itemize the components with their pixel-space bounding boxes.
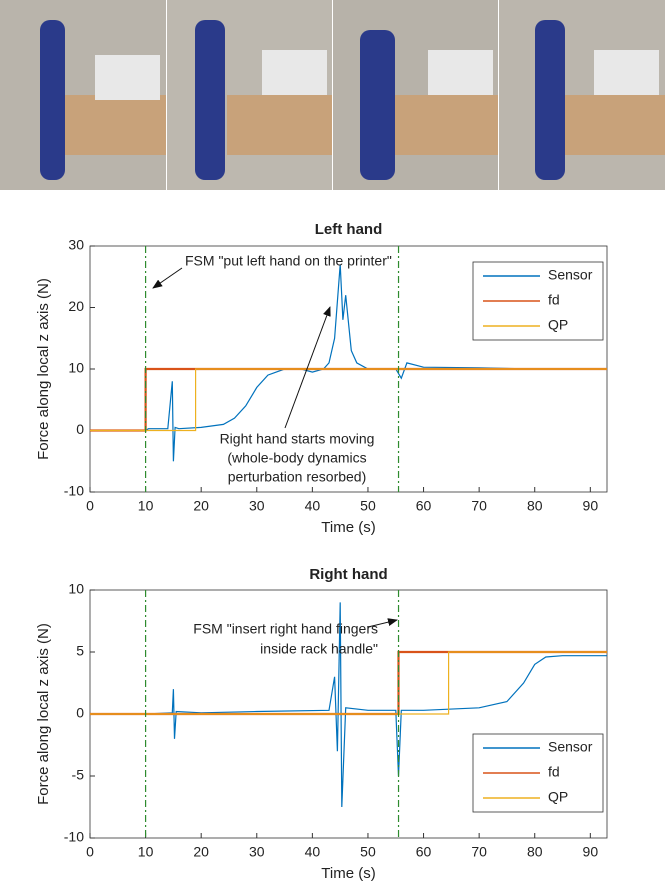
y-axis-label: Force along local z axis (N) <box>35 623 52 805</box>
legend-label: QP <box>548 317 568 333</box>
y-tick-label: -10 <box>64 483 84 499</box>
annotation: perturbation resorbed) <box>228 469 367 485</box>
robot <box>195 20 225 180</box>
annotation: (whole-body dynamics <box>227 450 366 466</box>
legend-label: Sensor <box>548 267 593 283</box>
annotation: FSM "put left hand on the printer" <box>185 253 392 269</box>
y-tick-label: 5 <box>76 643 84 659</box>
robot <box>535 20 565 180</box>
y-tick-label: 20 <box>68 298 84 314</box>
x-tick-label: 0 <box>86 844 94 860</box>
y-tick-label: 10 <box>68 360 84 376</box>
series-line <box>90 368 607 432</box>
x-tick-label: 10 <box>138 844 154 860</box>
series-line <box>90 651 607 715</box>
table <box>393 95 498 155</box>
robot <box>40 20 65 180</box>
x-axis-label: Time (s) <box>321 865 375 882</box>
table <box>60 95 166 155</box>
x-tick-label: 80 <box>527 844 543 860</box>
x-tick-label: 90 <box>583 844 599 860</box>
x-tick-label: 20 <box>193 844 209 860</box>
chart-title: Left hand <box>315 221 383 238</box>
x-tick-label: 60 <box>416 844 432 860</box>
y-tick-label: 10 <box>68 581 84 597</box>
x-tick-label: 70 <box>471 844 487 860</box>
x-tick-label: 40 <box>305 844 321 860</box>
x-tick-label: 40 <box>305 498 321 514</box>
annotation: Right hand starts moving <box>220 431 375 447</box>
legend-label: fd <box>548 764 560 780</box>
legend-label: QP <box>548 789 568 805</box>
x-axis-label: Time (s) <box>321 519 375 536</box>
annotation: inside rack handle" <box>260 641 378 657</box>
annotation-arrow <box>284 306 331 429</box>
x-tick-label: 50 <box>360 498 376 514</box>
table <box>227 95 332 155</box>
chart-title: Right hand <box>309 566 387 583</box>
table <box>559 95 665 155</box>
printer <box>262 50 327 95</box>
annotation-arrow <box>152 267 183 289</box>
y-tick-label: 30 <box>68 237 84 253</box>
legend-label: Sensor <box>548 739 593 755</box>
annotation: FSM "insert right hand fingers <box>193 621 378 637</box>
x-tick-label: 80 <box>527 498 543 514</box>
photo-strip <box>0 0 665 190</box>
printer <box>428 50 493 95</box>
y-axis-label: Force along local z axis (N) <box>35 278 52 460</box>
printer <box>95 55 160 100</box>
x-tick-label: 20 <box>193 498 209 514</box>
x-tick-label: 70 <box>471 498 487 514</box>
x-tick-label: 60 <box>416 498 432 514</box>
x-tick-label: 30 <box>249 498 265 514</box>
robot <box>360 30 395 180</box>
series-line <box>90 602 607 808</box>
legend-label: fd <box>548 292 560 308</box>
y-tick-label: -5 <box>72 767 85 783</box>
x-tick-label: 0 <box>86 498 94 514</box>
annotation-arrow <box>367 618 398 628</box>
x-tick-label: 50 <box>360 844 376 860</box>
y-tick-label: -10 <box>64 829 84 845</box>
series-line <box>90 264 607 462</box>
y-tick-label: 0 <box>76 705 84 721</box>
printer <box>594 50 659 95</box>
x-tick-label: 10 <box>138 498 154 514</box>
y-tick-label: 0 <box>76 421 84 437</box>
x-tick-label: 90 <box>583 498 599 514</box>
x-tick-label: 30 <box>249 844 265 860</box>
